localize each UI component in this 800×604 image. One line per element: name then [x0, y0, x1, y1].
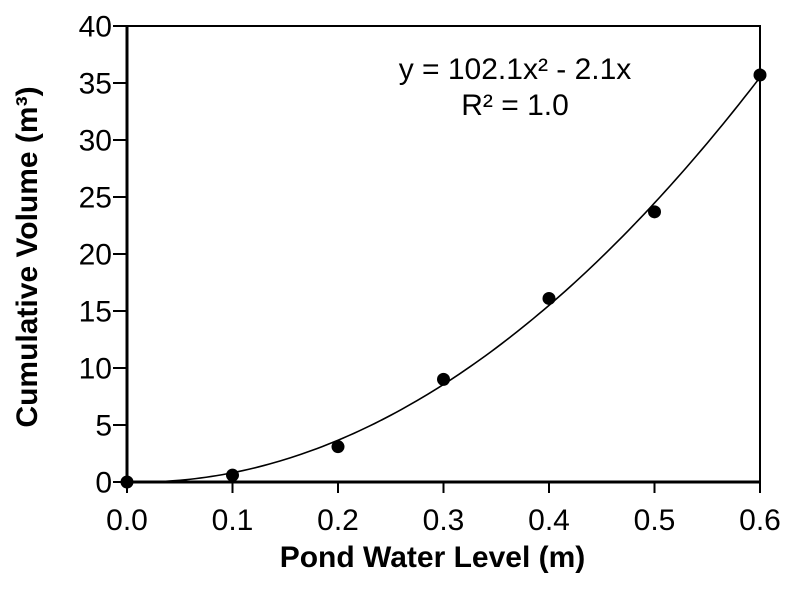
data-point: [648, 205, 661, 219]
x-tick-label: 0.0: [106, 504, 148, 537]
data-point: [226, 468, 239, 482]
y-tick-label: 25: [79, 182, 112, 215]
data-point: [753, 68, 767, 82]
data-point: [437, 372, 450, 386]
x-tick-label: 0.2: [317, 504, 359, 537]
data-point: [542, 291, 556, 305]
x-tick-label: 0.5: [634, 504, 676, 537]
x-tick-label: 0.3: [423, 504, 465, 537]
x-tick-label: 0.6: [739, 504, 781, 537]
y-tick-label: 15: [79, 296, 112, 329]
y-tick-label: 0: [95, 467, 112, 500]
trendline-equation: y = 102.1x² - 2.1x: [398, 53, 632, 86]
trendline-curve: [127, 76, 761, 483]
x-tick-label: 0.4: [528, 504, 570, 537]
y-axis-title: Cumulative Volume (m³): [11, 86, 44, 428]
y-tick-label: 5: [95, 410, 112, 443]
data-point: [331, 440, 345, 454]
r-squared-label: R² = 1.0: [461, 89, 569, 122]
y-tick-label: 35: [79, 68, 112, 101]
data-point: [120, 475, 134, 489]
y-tick-label: 10: [79, 353, 112, 386]
x-axis-title: Pond Water Level (m): [279, 541, 586, 574]
y-tick-label: 40: [79, 11, 112, 44]
y-tick-label: 20: [79, 239, 112, 272]
y-tick-label: 30: [79, 125, 112, 158]
x-tick-label: 0.1: [212, 504, 254, 537]
